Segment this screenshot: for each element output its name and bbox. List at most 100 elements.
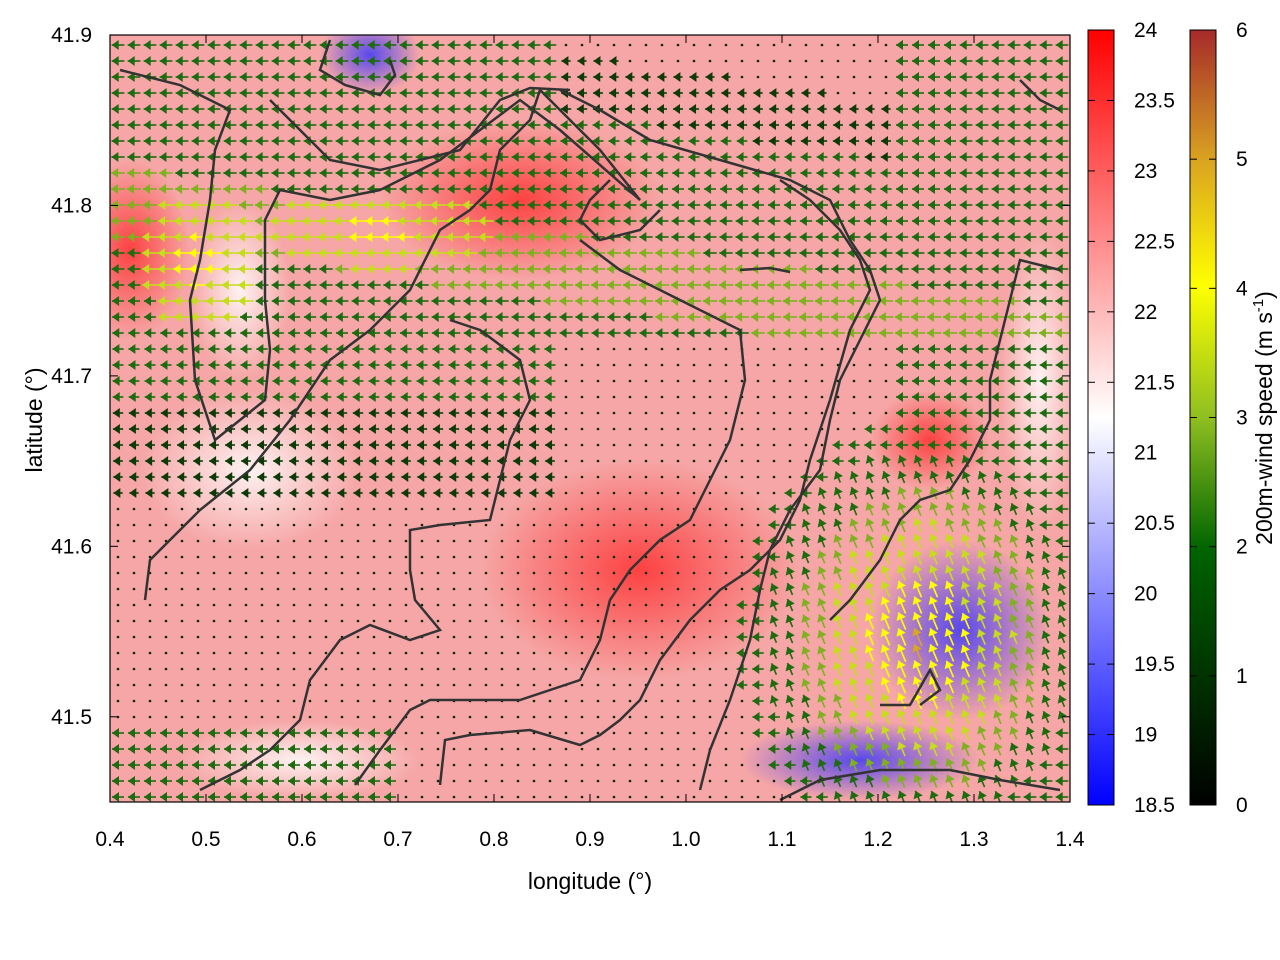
wind-arrow-head: [929, 533, 939, 543]
wind-arrow-head: [176, 360, 184, 370]
wind-arrow-head: [445, 232, 453, 242]
wind-arrow-head: [975, 152, 983, 162]
wind-arrow-head: [176, 376, 184, 386]
wind-arrow-head: [769, 647, 779, 656]
y-axis-label: latitude (°): [21, 367, 47, 472]
wind-arrow-head: [1055, 184, 1063, 194]
wind-arrow-head: [209, 440, 217, 450]
wind-arrow-head: [464, 360, 472, 370]
wind-arrow: [660, 635, 664, 639]
wind-arrow-head: [894, 328, 902, 338]
wind-arrow-head: [672, 136, 680, 146]
wind-arrow: [564, 763, 568, 767]
wind-arrow-head: [161, 456, 169, 466]
wind-arrow: [644, 363, 648, 367]
wind-arrow-head: [1009, 566, 1019, 575]
wind-arrow-head: [768, 520, 776, 530]
wind-arrow-head: [975, 248, 983, 258]
wind-arrow: [660, 699, 664, 703]
wind-arrow-head: [351, 296, 359, 306]
wind-arrow-head: [1007, 184, 1015, 194]
wind-arrow-head: [543, 104, 551, 114]
wind-arrow: [628, 507, 632, 511]
wind-arrow: [740, 379, 744, 383]
wind-arrow-head: [385, 488, 393, 498]
wind-arrow-head: [1007, 136, 1015, 146]
wind-arrow-head: [401, 456, 409, 466]
wind-arrow-head: [912, 709, 923, 718]
wind-arrow: [340, 571, 344, 575]
wind-arrow: [468, 571, 472, 575]
wind-tick-label: 4: [1236, 277, 1248, 300]
temperature-tick-label: 24: [1134, 19, 1158, 42]
wind-arrow-head: [1039, 104, 1047, 114]
wind-arrow-head: [912, 216, 919, 226]
wind-arrow: [116, 587, 120, 591]
wind-arrow-head: [958, 312, 966, 322]
wind-arrow-head: [575, 248, 583, 258]
wind-arrow-head: [304, 776, 311, 786]
wind-arrow-head: [191, 120, 199, 130]
wind-arrow-head: [288, 376, 296, 386]
wind-arrow-head: [848, 168, 856, 178]
wind-arrow-head: [991, 56, 999, 66]
wind-arrow-head: [865, 534, 875, 543]
wind-arrow: [292, 683, 296, 687]
wind-arrow-head: [544, 392, 552, 402]
wind-arrow-head: [304, 424, 312, 434]
wind-arrow-head: [465, 472, 473, 482]
wind-arrow: [708, 347, 712, 351]
wind-arrow-head: [959, 408, 967, 418]
wind-arrow-head: [559, 296, 567, 306]
wind-arrow: [500, 571, 504, 575]
wind-arrow-head: [815, 248, 823, 258]
wind-arrow-head: [224, 328, 232, 338]
wind-arrow-head: [287, 280, 295, 290]
wind-arrow-head: [784, 200, 792, 210]
wind-arrow-head: [129, 488, 137, 498]
wind-arrow: [740, 763, 744, 767]
wind-arrow-head: [574, 264, 582, 274]
wind-arrow-head: [639, 296, 647, 306]
wind-arrow-head: [833, 487, 843, 496]
wind-arrow-head: [368, 376, 376, 386]
wind-arrow-head: [351, 136, 359, 146]
wind-arrow-head: [287, 136, 295, 146]
wind-arrow-head: [831, 264, 839, 274]
wind-arrow-head: [381, 248, 389, 258]
wind-arrow-head: [944, 88, 951, 98]
wind-arrow-head: [830, 296, 838, 306]
wind-arrow: [612, 715, 616, 719]
wind-arrow-head: [1023, 280, 1031, 290]
wind-arrow-head: [974, 328, 982, 338]
wind-arrow: [148, 619, 152, 623]
wind-arrow: [564, 443, 568, 447]
wind-arrow-head: [862, 296, 870, 306]
wind-arrow-head: [238, 248, 246, 258]
wind-arrow-head: [336, 776, 343, 786]
wind-arrow: [788, 43, 792, 47]
wind-arrow-head: [910, 312, 918, 322]
wind-arrow: [532, 651, 536, 655]
wind-arrow-head: [416, 392, 424, 402]
wind-arrow-head: [975, 360, 983, 370]
wind-arrow-head: [399, 296, 407, 306]
wind-arrow-head: [352, 376, 360, 386]
wind-arrow: [612, 363, 616, 367]
wind-arrow-head: [1055, 488, 1063, 498]
wind-arrow: [324, 603, 328, 607]
wind-arrow: [692, 651, 696, 655]
wind-arrow: [420, 619, 424, 623]
wind-arrow-head: [257, 440, 265, 450]
wind-arrow: [628, 699, 632, 703]
wind-arrow-head: [800, 168, 808, 178]
wind-arrow: [292, 507, 296, 511]
wind-arrow-head: [593, 88, 601, 98]
wind-arrow: [836, 75, 840, 79]
wind-arrow-head: [240, 344, 248, 354]
wind-arrow-head: [365, 248, 373, 258]
wind-arrow-head: [894, 312, 902, 322]
wind-arrow-head: [288, 328, 296, 338]
wind-arrow-head: [991, 152, 999, 162]
wind-arrow: [596, 699, 600, 703]
